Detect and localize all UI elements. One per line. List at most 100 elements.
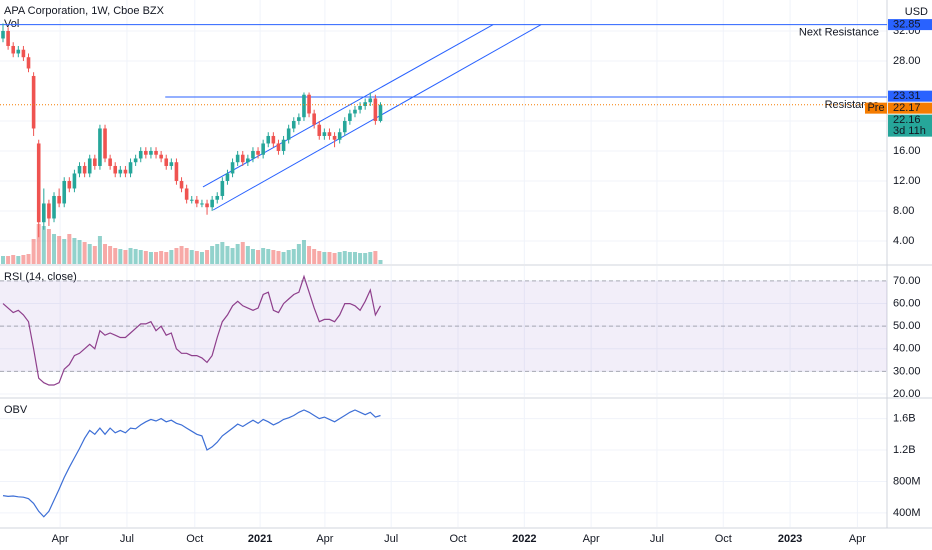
candle-body bbox=[87, 158, 92, 174]
volume-bar bbox=[169, 250, 174, 264]
volume-bar bbox=[179, 246, 184, 264]
candle-body bbox=[271, 135, 276, 144]
candle-body bbox=[358, 105, 362, 110]
volume-bar bbox=[31, 239, 36, 264]
x-tick-label: 2021 bbox=[248, 533, 272, 545]
y-tick-label: 16.00 bbox=[893, 145, 921, 157]
y-tick-label: 28.00 bbox=[893, 55, 921, 67]
candle-body bbox=[189, 199, 194, 201]
candle-body bbox=[138, 150, 143, 159]
candle-body bbox=[169, 162, 174, 166]
volume-bar bbox=[46, 229, 51, 264]
y-tick-label: 800M bbox=[893, 475, 921, 487]
candle-body bbox=[348, 113, 352, 121]
candle-body bbox=[26, 57, 31, 69]
volume-bar bbox=[194, 251, 199, 264]
volume-bar bbox=[159, 251, 164, 264]
x-tick-label: Jul bbox=[120, 533, 134, 545]
volume-bar bbox=[57, 236, 62, 264]
candle-body bbox=[307, 94, 311, 114]
volume-bar bbox=[41, 226, 46, 264]
volume-bar bbox=[174, 248, 179, 264]
volume-bar bbox=[164, 252, 169, 264]
candle-body bbox=[103, 128, 107, 159]
x-tick-label: Apr bbox=[52, 533, 69, 545]
candle-body bbox=[312, 113, 316, 125]
x-tick-label: Apr bbox=[583, 533, 600, 545]
price-label-prefix-box bbox=[865, 102, 887, 114]
volume-bar bbox=[296, 244, 301, 264]
candle-body bbox=[251, 150, 255, 159]
y-tick-label: 30.00 bbox=[893, 365, 921, 377]
price-label-box bbox=[888, 114, 932, 137]
volume-bar bbox=[143, 251, 148, 264]
volume-bar bbox=[1, 256, 6, 264]
price-label-box bbox=[888, 102, 932, 114]
candle-body bbox=[297, 117, 301, 121]
candle-body bbox=[240, 154, 245, 163]
volume-bar bbox=[250, 249, 255, 264]
candle-body bbox=[210, 199, 214, 208]
candle-body bbox=[21, 49, 26, 58]
candle-body bbox=[266, 135, 271, 144]
candle-body bbox=[133, 158, 138, 163]
candle-body bbox=[174, 162, 179, 181]
volume-bar bbox=[189, 250, 194, 264]
volume-bar bbox=[373, 251, 378, 264]
volume-bar bbox=[261, 248, 266, 264]
candle-body bbox=[16, 49, 21, 54]
candle-body bbox=[215, 195, 220, 200]
volume-bar bbox=[138, 250, 143, 264]
price-label-sub: 3d 11h bbox=[893, 125, 926, 137]
volume-bar bbox=[113, 248, 118, 264]
candle-body bbox=[235, 154, 240, 163]
candle-body bbox=[52, 195, 56, 219]
candle-body bbox=[77, 165, 82, 174]
volume-bar bbox=[327, 252, 332, 264]
volume-bar bbox=[363, 253, 368, 264]
candle-body bbox=[281, 139, 286, 151]
volume-bar bbox=[245, 246, 250, 264]
candle-body bbox=[72, 173, 77, 189]
candle-body bbox=[205, 203, 209, 208]
x-tick-label: 2023 bbox=[778, 533, 802, 545]
price-label: 23.31 bbox=[893, 90, 921, 102]
candle-body bbox=[6, 30, 10, 46]
volume-bar bbox=[307, 246, 312, 264]
volume-bar bbox=[62, 239, 67, 264]
volume-label: Vol bbox=[4, 18, 19, 30]
currency-label: USD bbox=[905, 6, 928, 18]
volume-bar bbox=[123, 250, 128, 264]
volume-bar bbox=[358, 253, 363, 264]
candle-body bbox=[261, 143, 265, 155]
volume-bar bbox=[347, 252, 352, 264]
price-label-prefix: Pre bbox=[867, 102, 884, 114]
pane-title: RSI (14, close) bbox=[4, 271, 77, 283]
volume-bar bbox=[26, 254, 31, 264]
candle-body bbox=[179, 180, 184, 189]
candle-body bbox=[11, 45, 16, 54]
volume-bar bbox=[215, 244, 220, 264]
volume-bar bbox=[235, 244, 240, 264]
candle-body bbox=[1, 30, 5, 39]
x-tick-label: 2022 bbox=[512, 533, 536, 545]
volume-bar bbox=[291, 249, 296, 264]
candle-body bbox=[154, 150, 158, 155]
volume-bar bbox=[133, 249, 138, 264]
candle-body bbox=[378, 104, 383, 121]
pane-title: APA Corporation, 1W, Cboe BZX bbox=[4, 5, 165, 17]
indicator-line bbox=[2, 274, 382, 386]
resistance-label: Next Resistance bbox=[799, 27, 879, 39]
volume-bar bbox=[220, 242, 225, 264]
candle-body bbox=[337, 132, 342, 140]
volume-bar bbox=[6, 256, 11, 264]
candle-body bbox=[317, 124, 322, 136]
volume-bar bbox=[281, 252, 286, 264]
volume-bar bbox=[317, 251, 322, 264]
candle-body bbox=[342, 120, 347, 133]
volume-bar bbox=[266, 249, 271, 264]
candle-body bbox=[98, 128, 102, 166]
volume-bar bbox=[154, 252, 159, 264]
candle-body bbox=[225, 173, 230, 181]
y-tick-label: 50.00 bbox=[893, 320, 921, 332]
